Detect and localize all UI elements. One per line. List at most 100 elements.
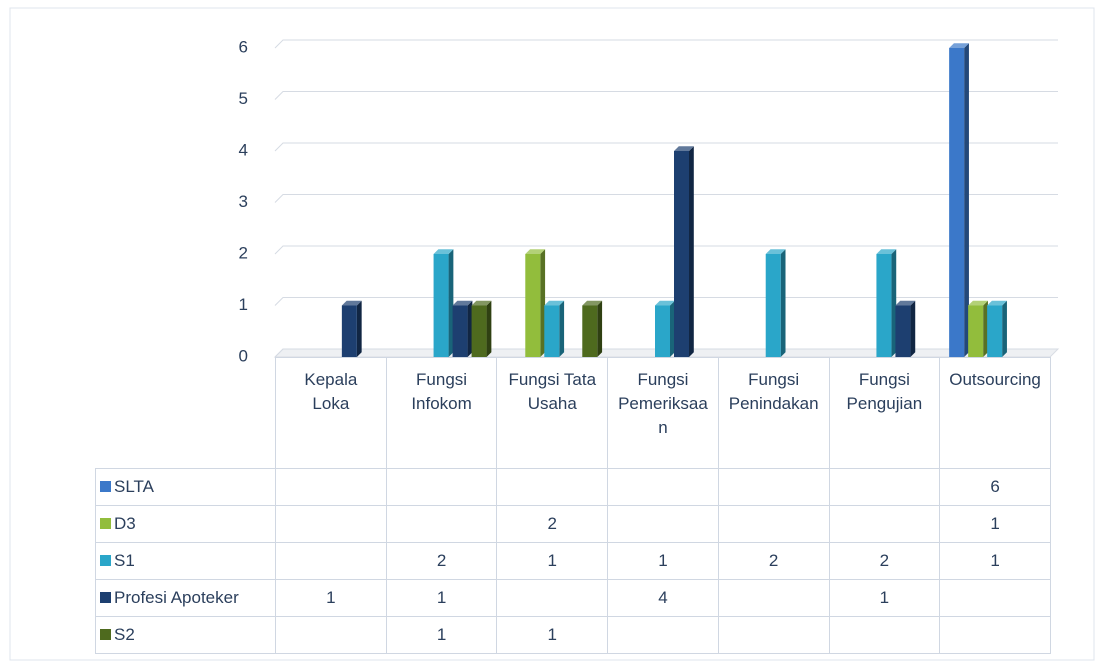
legend-label: D3 [114,514,136,533]
table-cell: 1 [939,542,1051,580]
table-cell: 4 [607,579,719,617]
grid-line [274,194,1058,203]
data-table: Kepala Loka Fungsi Infokom Fungsi Tata Usa… [95,357,1051,654]
table-cell [496,468,609,506]
table-cell [275,616,387,654]
table-cell [828,468,941,506]
grid-line [274,91,1058,100]
data-label: 4 [658,588,668,607]
bar [433,249,454,357]
bar [471,300,492,357]
data-label: 1 [436,625,447,644]
data-label: 1 [547,625,557,644]
y-tick-label: 4 [239,140,248,159]
bar [544,300,565,357]
x-tick-label: Kepala Loka [275,357,387,469]
table-row: D3 2 1 [95,505,1051,543]
legend-label: Profesi Apoteker [114,588,239,607]
table-cell [939,579,1051,617]
legend-label: SLTA [114,477,154,496]
table-cell: 2 [717,542,830,580]
table-cell: 2 [385,542,498,580]
bar [876,249,897,357]
table-cell: 6 [939,468,1051,506]
data-label: 1 [879,588,890,607]
x-tick-label: Fungsi Penindakan [717,357,830,469]
table-row: S2 1 1 [95,616,1051,654]
data-label: 1 [990,514,1000,533]
table-row: SLTA 6 [95,468,1051,506]
chart-frame [9,7,1095,661]
grid-line [274,348,1058,358]
data-label: 1 [990,551,1000,570]
table-cell: 1 [496,616,609,654]
bar [765,249,786,357]
bar [987,300,1007,357]
legend-swatch [100,555,111,566]
grid-line [274,39,1058,49]
grid-line [274,142,1058,152]
table-cell: 1 [939,505,1051,543]
data-label: 1 [436,588,447,607]
y-tick-label: 0 [239,346,248,365]
table-cell [607,505,719,543]
x-tick-label: Fungsi Infokom [385,357,498,469]
table-corner [95,357,276,469]
table-cell [607,616,719,654]
legend-item: D3 [95,505,276,543]
table-cell [607,468,719,506]
bar [949,43,969,357]
legend-label: S2 [114,625,135,644]
data-label: 2 [436,551,447,570]
grid-line [274,297,1058,306]
table-cell [828,616,941,654]
table-cell: 1 [828,579,941,617]
table-cell [275,542,387,580]
data-label: 1 [658,551,668,570]
table-cell [385,505,498,543]
data-label: 6 [990,477,1000,496]
table-cell: 2 [496,505,609,543]
data-label: 2 [879,551,890,570]
y-tick-label: 5 [239,89,248,108]
table-cell [496,579,609,617]
legend-swatch [100,518,111,529]
table-cell: 1 [385,579,498,617]
table-row: Profesi Apoteker 1 1 4 1 [95,579,1051,617]
x-tick-label: Fungsi Pengujian [828,357,941,469]
table-cell [717,616,830,654]
x-tick-label: Fungsi Tata Usaha [496,357,609,469]
bar [655,300,675,357]
bar [341,300,362,357]
legend-label: S1 [114,551,135,570]
legend-item: Profesi Apoteker [95,579,276,617]
y-tick-label: 1 [239,295,248,314]
table-cell [939,616,1051,654]
table-cell [717,468,830,506]
data-label: 1 [326,588,336,607]
bar [968,300,988,357]
table-row: S1 2 1 1 2 2 1 [95,542,1051,580]
table-cell [385,468,498,506]
data-label: 2 [768,551,779,570]
bar [895,300,916,357]
y-tick-label: 3 [239,192,248,211]
bar [525,249,546,357]
table-cell: 1 [275,579,387,617]
table-cell [717,579,830,617]
legend-item: S2 [95,616,276,654]
data-label: 2 [547,514,557,533]
y-tick-label: 6 [239,37,248,56]
table-cell: 1 [496,542,609,580]
table-cell [828,505,941,543]
legend-item: S1 [95,542,276,580]
table-cell [275,505,387,543]
legend-swatch [100,629,111,640]
bar [674,146,694,357]
grid-line [274,245,1058,255]
table-cell: 2 [828,542,941,580]
y-tick-label: 2 [239,243,248,262]
table-cell: 1 [385,616,498,654]
